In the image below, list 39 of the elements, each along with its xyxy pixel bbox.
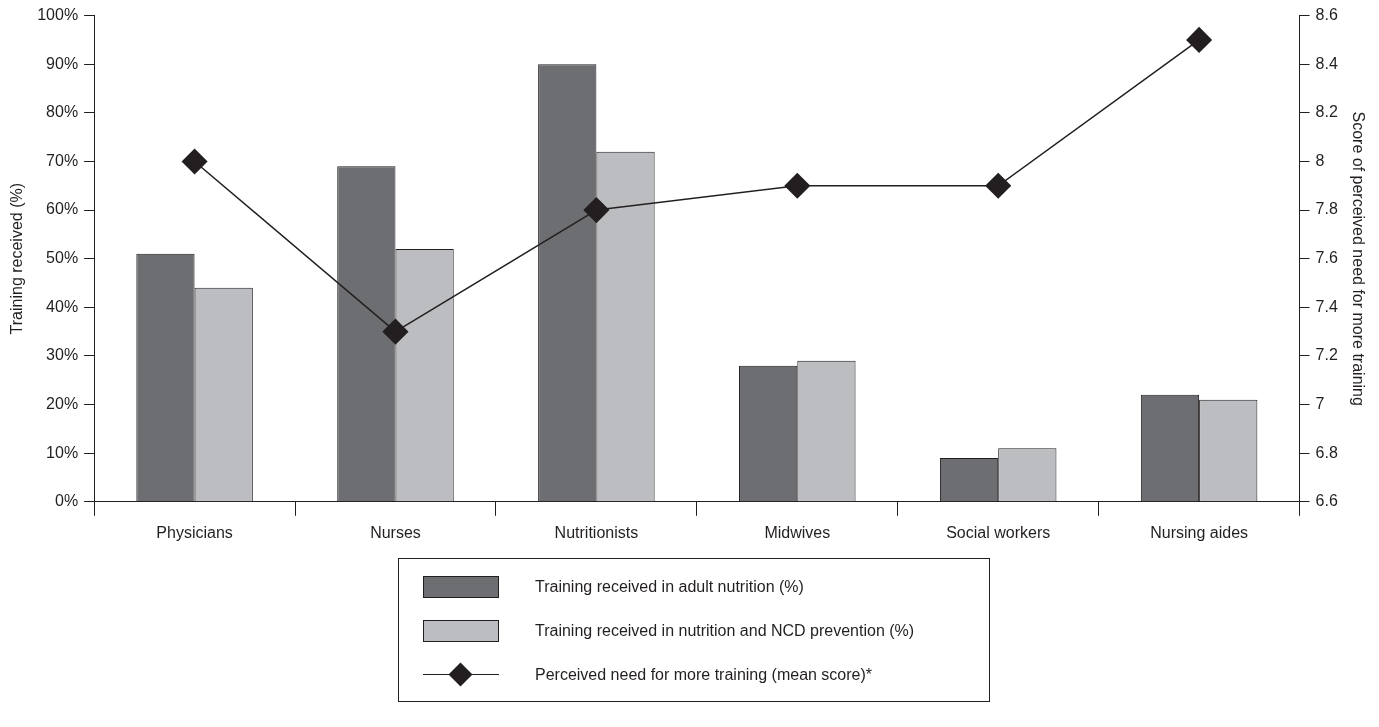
y2-axis-title: Score of perceived need for more training [1349, 111, 1367, 406]
point [784, 173, 811, 199]
y2-tick-label: 8.6 [1315, 6, 1338, 24]
y2-tick-label: 6.6 [1315, 492, 1338, 510]
legend-label: Training received in nutrition and NCD prevention (%) [535, 622, 915, 640]
y-tick-label: 40% [46, 297, 79, 315]
y-tick-label: 20% [46, 394, 79, 412]
point [985, 173, 1011, 199]
legend-label: Training received in adult nutrition (%) [535, 578, 804, 596]
y2-tick-label: 7.4 [1315, 297, 1338, 315]
x-tick-label: Midwives [764, 523, 831, 541]
y-tick-label: 0% [55, 492, 79, 510]
point [382, 318, 409, 345]
legend-label: Perceived need for more training (mean score)* [535, 666, 873, 684]
y2-tick-label: 7.6 [1315, 249, 1338, 267]
y2-tick-label: 8 [1315, 151, 1325, 169]
y2-tick-label: 6.8 [1315, 443, 1338, 461]
y2-tick-label: 7.8 [1315, 200, 1338, 218]
y-tick-label: 100% [37, 6, 79, 24]
y2-tick-label: 8.4 [1315, 54, 1338, 72]
point [181, 148, 208, 175]
x-tick-label: Physicians [156, 523, 233, 541]
y-tick-label: 80% [46, 103, 79, 121]
y-tick-label: 70% [46, 151, 79, 169]
y-tick-label: 90% [46, 54, 79, 72]
y2-tick-label: 8.2 [1315, 103, 1338, 121]
y-tick-label: 50% [46, 249, 79, 267]
point [1186, 27, 1212, 53]
y-tick-label: 30% [46, 346, 79, 364]
x-tick-label: Nursing aides [1150, 523, 1249, 541]
point [583, 197, 610, 223]
y-axis-title: Training received (%) [8, 182, 26, 335]
x-tick-label: Social workers [946, 523, 1051, 541]
y-tick-label: 10% [46, 443, 79, 461]
x-tick-label: Nutritionists [554, 523, 639, 541]
y-tick-label: 60% [46, 200, 79, 218]
x-tick-label: Nurses [370, 523, 421, 541]
y2-tick-label: 7 [1315, 394, 1325, 412]
y2-tick-label: 7.2 [1315, 346, 1338, 364]
